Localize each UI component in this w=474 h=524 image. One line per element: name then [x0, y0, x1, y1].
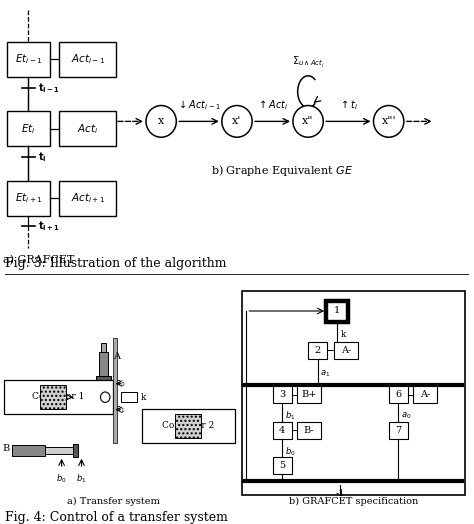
- Text: $\mathbf{t_{i-1}}$: $\mathbf{t_{i-1}}$: [38, 81, 60, 95]
- Bar: [142, 409, 235, 443]
- Bar: [242, 291, 465, 495]
- Text: Fig. 4: Control of a transfer system: Fig. 4: Control of a transfer system: [5, 511, 228, 524]
- Text: $\downarrow Act_{i-1}$: $\downarrow Act_{i-1}$: [177, 99, 221, 113]
- Circle shape: [222, 105, 252, 137]
- Bar: [297, 422, 321, 439]
- Bar: [96, 376, 111, 380]
- Text: 4: 4: [279, 426, 285, 435]
- Text: A: A: [113, 352, 120, 361]
- Text: Fig. 3: Illustration of the algorithm: Fig. 3: Illustration of the algorithm: [5, 257, 226, 270]
- Text: $Et_{i-1}$: $Et_{i-1}$: [15, 52, 42, 67]
- Text: x': x': [232, 116, 242, 126]
- Text: A-: A-: [341, 346, 351, 355]
- Text: Conveyor 1: Conveyor 1: [32, 392, 84, 401]
- Bar: [59, 42, 116, 77]
- Bar: [73, 444, 78, 457]
- Text: $\mathbf{t_{i}}$: $\mathbf{t_{i}}$: [38, 150, 46, 164]
- Bar: [273, 386, 292, 403]
- Text: $\uparrow Act_{i}$: $\uparrow Act_{i}$: [257, 99, 288, 113]
- Text: b) Graphe Equivalent $GE$: b) Graphe Equivalent $GE$: [211, 163, 353, 178]
- Text: $Act_{i+1}$: $Act_{i+1}$: [71, 191, 105, 205]
- Text: x": x": [302, 116, 314, 126]
- Bar: [121, 392, 137, 402]
- Bar: [101, 343, 106, 352]
- Circle shape: [374, 105, 404, 137]
- Text: $a_1$: $a_1$: [320, 368, 331, 379]
- Bar: [59, 112, 116, 146]
- Bar: [59, 181, 116, 215]
- Text: k: k: [141, 392, 146, 402]
- Bar: [389, 386, 408, 403]
- Text: $\Sigma_{u \wedge Act_i}$: $\Sigma_{u \wedge Act_i}$: [292, 55, 324, 70]
- Text: b) GRAFCET specification: b) GRAFCET specification: [289, 497, 418, 506]
- Text: $b_1$: $b_1$: [76, 473, 87, 485]
- Text: $Et_{i+1}$: $Et_{i+1}$: [15, 191, 42, 205]
- Text: $a_1$: $a_1$: [115, 405, 125, 415]
- Circle shape: [293, 105, 323, 137]
- Bar: [297, 386, 321, 403]
- Text: a) Transfer system: a) Transfer system: [67, 497, 160, 506]
- Text: a) GRAFCET: a) GRAFCET: [3, 255, 75, 265]
- Circle shape: [100, 392, 110, 402]
- Text: -1: -1: [335, 489, 345, 498]
- Text: B-: B-: [304, 426, 314, 435]
- Text: $b_1$: $b_1$: [285, 410, 295, 422]
- Bar: [413, 386, 437, 403]
- Bar: [7, 42, 50, 77]
- Text: $Et_{i}$: $Et_{i}$: [21, 122, 36, 136]
- Bar: [308, 342, 327, 359]
- Circle shape: [146, 105, 176, 137]
- Text: A-: A-: [420, 390, 430, 399]
- Text: 2: 2: [314, 346, 321, 355]
- Bar: [273, 457, 292, 474]
- Bar: [327, 302, 346, 320]
- Text: Conveyor 2: Conveyor 2: [162, 421, 215, 430]
- Text: $\mathbf{t_{i+1}}$: $\mathbf{t_{i+1}}$: [38, 220, 60, 233]
- Text: k: k: [340, 330, 346, 339]
- Bar: [12, 445, 45, 456]
- Text: $\uparrow t_{i}$: $\uparrow t_{i}$: [338, 99, 358, 113]
- Text: 6: 6: [395, 390, 401, 399]
- Text: $a_0$: $a_0$: [401, 411, 411, 421]
- Text: $b_0$: $b_0$: [285, 445, 295, 458]
- Text: $Act_{i}$: $Act_{i}$: [77, 122, 99, 136]
- Text: $b_0$: $b_0$: [56, 473, 67, 485]
- Text: $Act_{i-1}$: $Act_{i-1}$: [71, 52, 105, 67]
- Bar: [389, 422, 408, 439]
- Bar: [334, 342, 358, 359]
- Bar: [175, 414, 201, 438]
- Text: 3: 3: [279, 390, 285, 399]
- Text: 7: 7: [395, 426, 401, 435]
- Bar: [325, 300, 348, 322]
- Bar: [7, 112, 50, 146]
- Text: x: x: [158, 116, 164, 126]
- Bar: [40, 385, 66, 409]
- Text: 5: 5: [279, 461, 285, 470]
- Text: 1: 1: [333, 307, 340, 315]
- Bar: [7, 181, 50, 215]
- Bar: [113, 338, 117, 443]
- Text: x"': x"': [382, 116, 396, 126]
- Text: B+: B+: [301, 390, 317, 399]
- Text: B: B: [2, 443, 9, 453]
- Bar: [99, 352, 108, 376]
- Bar: [45, 447, 73, 454]
- Text: $a_0$: $a_0$: [115, 378, 125, 389]
- Bar: [4, 380, 113, 414]
- Bar: [273, 422, 292, 439]
